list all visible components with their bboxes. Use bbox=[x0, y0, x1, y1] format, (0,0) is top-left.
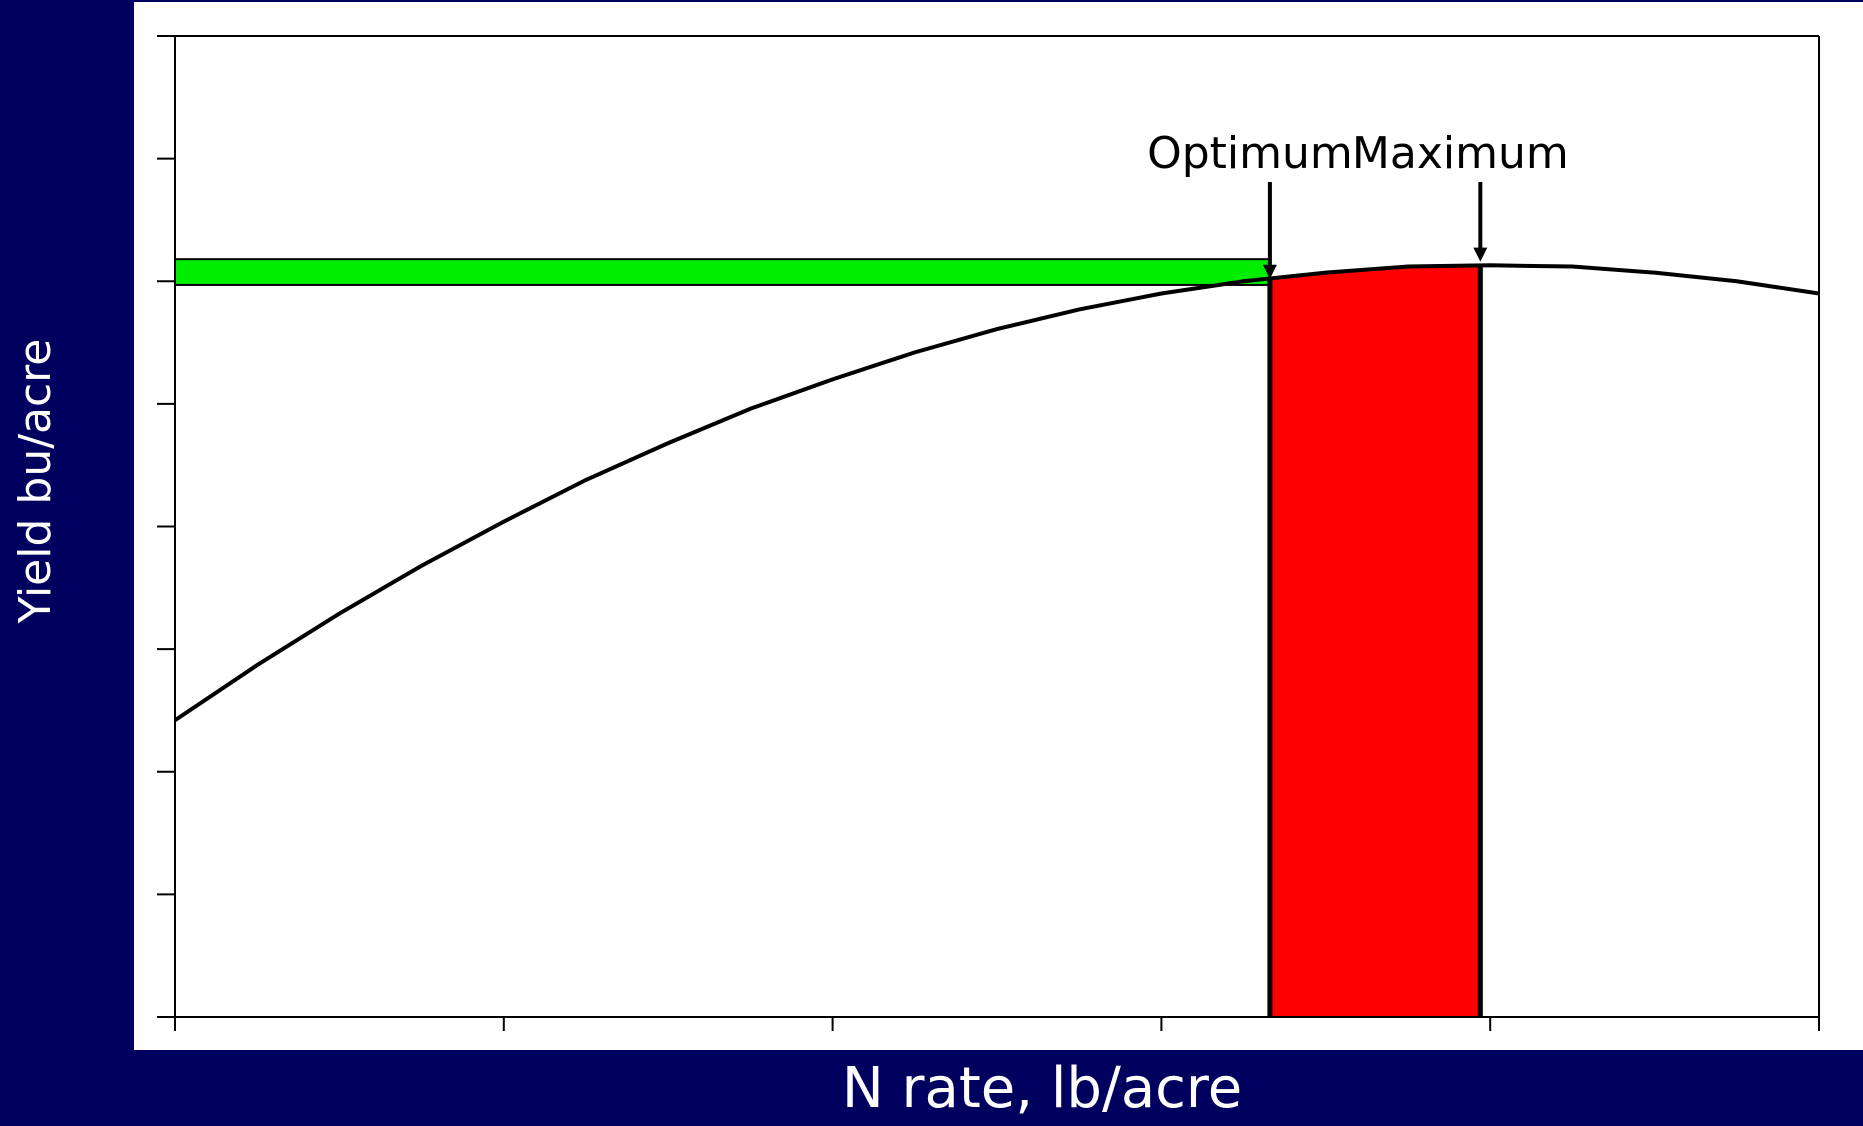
annotation-label: Maximum bbox=[1352, 128, 1569, 179]
band bbox=[174, 258, 1271, 286]
y-axis-label: Yield bu/acre bbox=[10, 339, 61, 625]
annotation-label: Optimum bbox=[1147, 128, 1353, 179]
arrow-head bbox=[1473, 247, 1488, 262]
arrow-head bbox=[1262, 264, 1277, 279]
area bbox=[1269, 265, 1481, 1017]
x-axis-label: N rate, lb/acre bbox=[842, 1056, 1242, 1121]
plot-panel bbox=[134, 2, 1863, 1050]
curve bbox=[173, 263, 1820, 722]
